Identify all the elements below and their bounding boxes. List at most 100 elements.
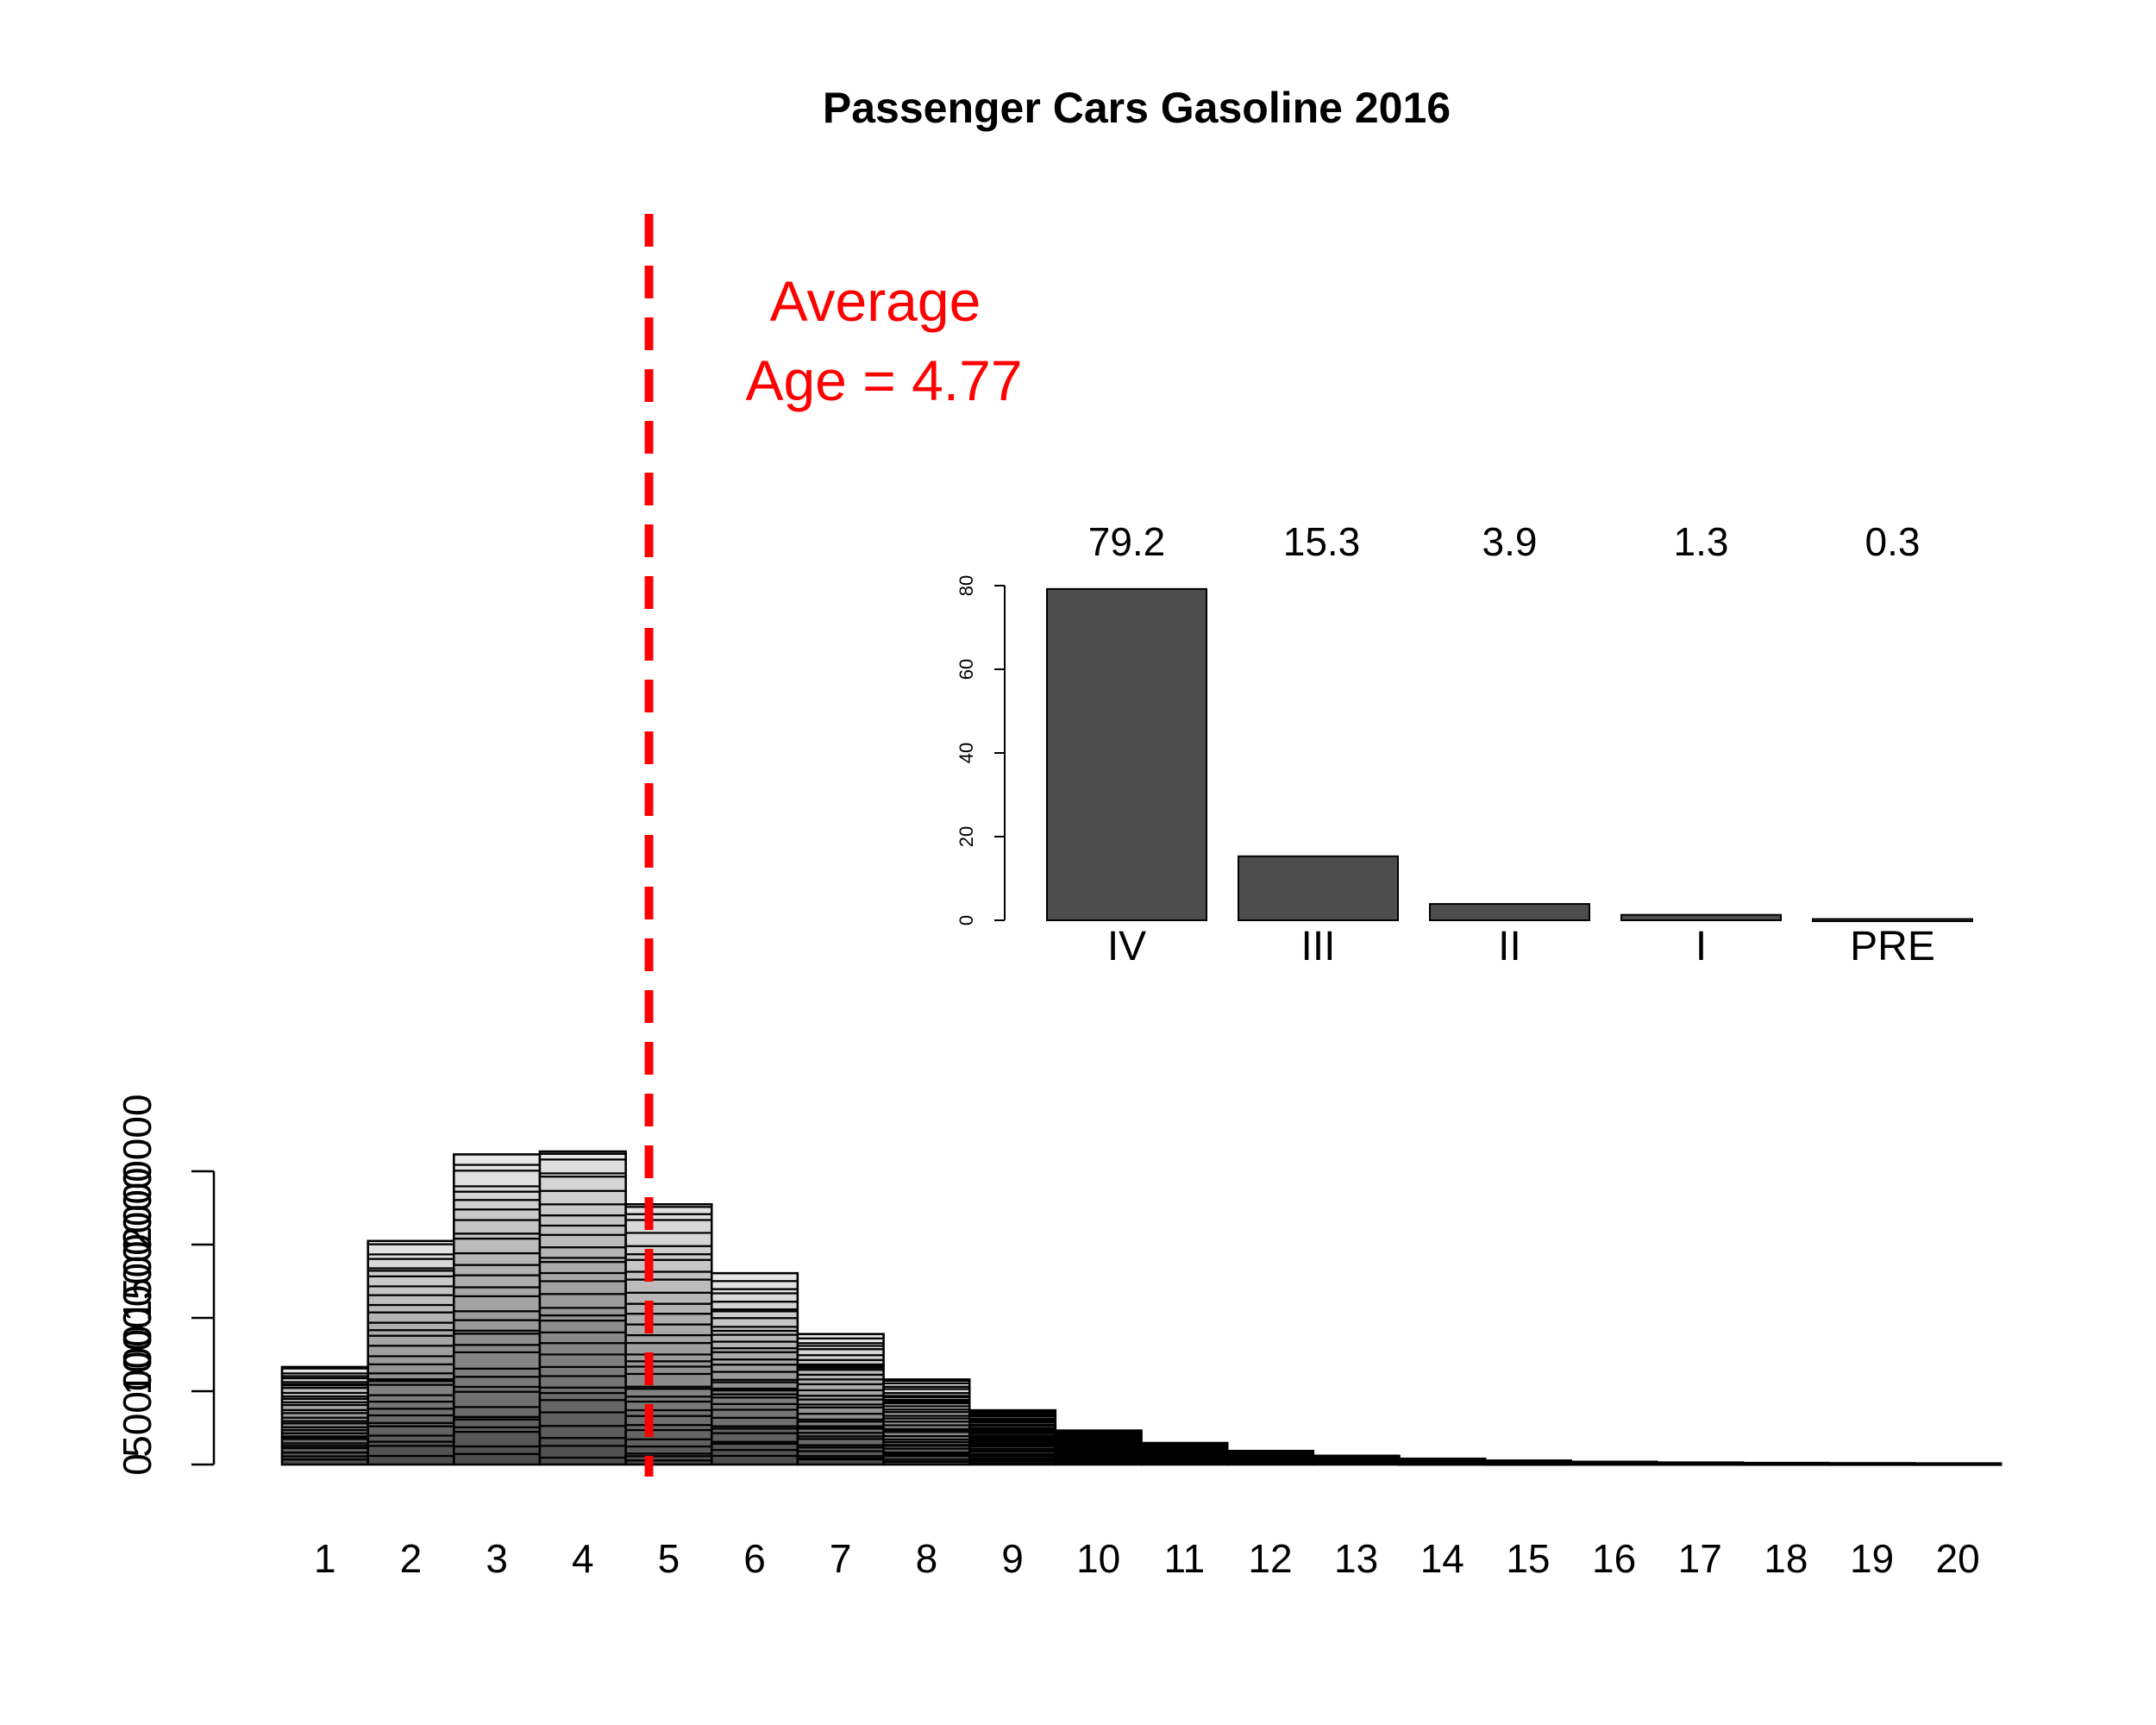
histogram-segment bbox=[711, 1454, 799, 1466]
histogram-segment bbox=[624, 1388, 713, 1398]
histogram-segment bbox=[367, 1445, 455, 1458]
histogram-segment bbox=[538, 1261, 627, 1275]
inset-value-label: 15.3 bbox=[1283, 519, 1361, 564]
histogram-segment bbox=[711, 1371, 799, 1381]
histogram-segment bbox=[711, 1272, 799, 1283]
inset-y-tick-label: 60 bbox=[956, 659, 977, 680]
histogram-segment bbox=[711, 1432, 799, 1443]
histogram-segment bbox=[624, 1232, 713, 1247]
inset-category-label: IV bbox=[1107, 924, 1146, 969]
x-tick-label: 9 bbox=[1001, 1536, 1024, 1581]
histogram-segment bbox=[624, 1258, 713, 1273]
x-tick-label: 1 bbox=[314, 1536, 336, 1581]
histogram-segment bbox=[624, 1323, 713, 1337]
x-tick-label: 6 bbox=[743, 1536, 766, 1581]
inset-category-label: III bbox=[1300, 924, 1335, 969]
histogram-segment bbox=[453, 1344, 542, 1354]
histogram-bar bbox=[968, 1408, 1057, 1466]
inset-category-label: I bbox=[1695, 924, 1707, 969]
histogram-segment bbox=[624, 1291, 713, 1305]
histogram-segment bbox=[538, 1399, 627, 1414]
histogram-segment bbox=[538, 1271, 627, 1283]
histogram-segment bbox=[367, 1294, 455, 1307]
histogram-segment bbox=[367, 1414, 455, 1424]
histogram-segment bbox=[453, 1319, 542, 1332]
histogram-segment bbox=[711, 1381, 799, 1390]
histogram-segment bbox=[624, 1400, 713, 1412]
x-tick-label: 5 bbox=[658, 1536, 680, 1581]
histogram-segment bbox=[624, 1341, 713, 1356]
inset-chart: 79.2 IV 15.3 III 3.9 II 1.3 I 0.3 PRE 0 20 40 60 80 bbox=[956, 519, 1973, 969]
histogram-segment bbox=[367, 1334, 455, 1347]
histogram-bar-outline bbox=[1741, 1461, 1830, 1466]
histogram-bar bbox=[1914, 1462, 2002, 1466]
x-tick-label: 14 bbox=[1420, 1536, 1464, 1581]
histogram-segment bbox=[367, 1258, 455, 1270]
x-tick-label: 19 bbox=[1850, 1536, 1894, 1581]
histogram-segment bbox=[711, 1333, 799, 1343]
x-tick-label: 17 bbox=[1678, 1536, 1722, 1581]
histogram-bar bbox=[796, 1333, 885, 1466]
histogram-segment bbox=[453, 1376, 542, 1389]
histogram-segment bbox=[711, 1292, 799, 1303]
histogram-segment bbox=[367, 1383, 455, 1396]
histogram-segment bbox=[538, 1331, 627, 1345]
histogram-segment bbox=[367, 1275, 455, 1288]
histogram-segment bbox=[624, 1313, 713, 1326]
histogram-segment bbox=[367, 1345, 455, 1358]
histogram-segment bbox=[453, 1199, 542, 1211]
histogram-segment bbox=[453, 1445, 542, 1455]
histogram-segment bbox=[538, 1307, 627, 1317]
histogram-bar bbox=[711, 1271, 799, 1466]
histogram-segment bbox=[538, 1203, 627, 1217]
histogram-segment bbox=[453, 1310, 542, 1321]
x-tick-label: 18 bbox=[1764, 1536, 1808, 1581]
histogram-segment bbox=[711, 1364, 799, 1373]
histogram-segment bbox=[538, 1391, 627, 1402]
inset-y-tick-label: 20 bbox=[956, 826, 977, 847]
inset-bar bbox=[1238, 855, 1399, 921]
average-label-line-1: Average bbox=[770, 269, 981, 333]
histogram-segment bbox=[538, 1246, 627, 1259]
histogram-bar bbox=[1570, 1460, 1658, 1466]
x-tick-label: 10 bbox=[1076, 1536, 1120, 1581]
inset-y-tick-label: 0 bbox=[956, 915, 977, 925]
histogram-segment bbox=[711, 1280, 799, 1290]
y-tick-label: 1500000 bbox=[115, 1167, 160, 1321]
inset-value-label: 1.3 bbox=[1674, 519, 1729, 564]
histogram-segment bbox=[538, 1375, 627, 1389]
main-bars bbox=[280, 1150, 2002, 1466]
histogram-segment bbox=[367, 1408, 455, 1417]
histogram-segment bbox=[538, 1365, 627, 1377]
histogram-segment bbox=[367, 1394, 455, 1403]
histogram-segment bbox=[367, 1243, 455, 1256]
histogram-segment bbox=[367, 1355, 455, 1365]
inset-bar bbox=[1812, 918, 1973, 923]
histogram-segment bbox=[624, 1353, 713, 1363]
histogram-bar bbox=[1741, 1461, 1830, 1466]
histogram-bar bbox=[882, 1378, 971, 1466]
histogram-bar bbox=[538, 1150, 627, 1466]
inset-bar bbox=[1429, 903, 1590, 921]
inset-bar bbox=[1046, 587, 1207, 921]
histogram-segment bbox=[796, 1406, 885, 1415]
histogram-segment bbox=[624, 1270, 713, 1281]
histogram-segment bbox=[538, 1425, 627, 1440]
histogram-segment bbox=[538, 1189, 627, 1206]
histogram-segment bbox=[453, 1264, 542, 1276]
histogram-segment bbox=[538, 1319, 627, 1333]
histogram-segment bbox=[624, 1428, 713, 1440]
inset-y-tick-label: 80 bbox=[956, 575, 977, 596]
histogram-segment bbox=[711, 1340, 799, 1350]
histogram-segment bbox=[453, 1390, 542, 1408]
histogram-bar bbox=[1827, 1462, 1916, 1466]
histogram-segment bbox=[453, 1219, 542, 1235]
histogram-bar bbox=[1656, 1461, 1745, 1466]
histogram-bar bbox=[280, 1365, 369, 1466]
histogram-segment bbox=[453, 1333, 542, 1346]
histogram-segment bbox=[711, 1310, 799, 1320]
histogram-segment bbox=[624, 1414, 713, 1427]
histogram-segment bbox=[367, 1400, 455, 1410]
